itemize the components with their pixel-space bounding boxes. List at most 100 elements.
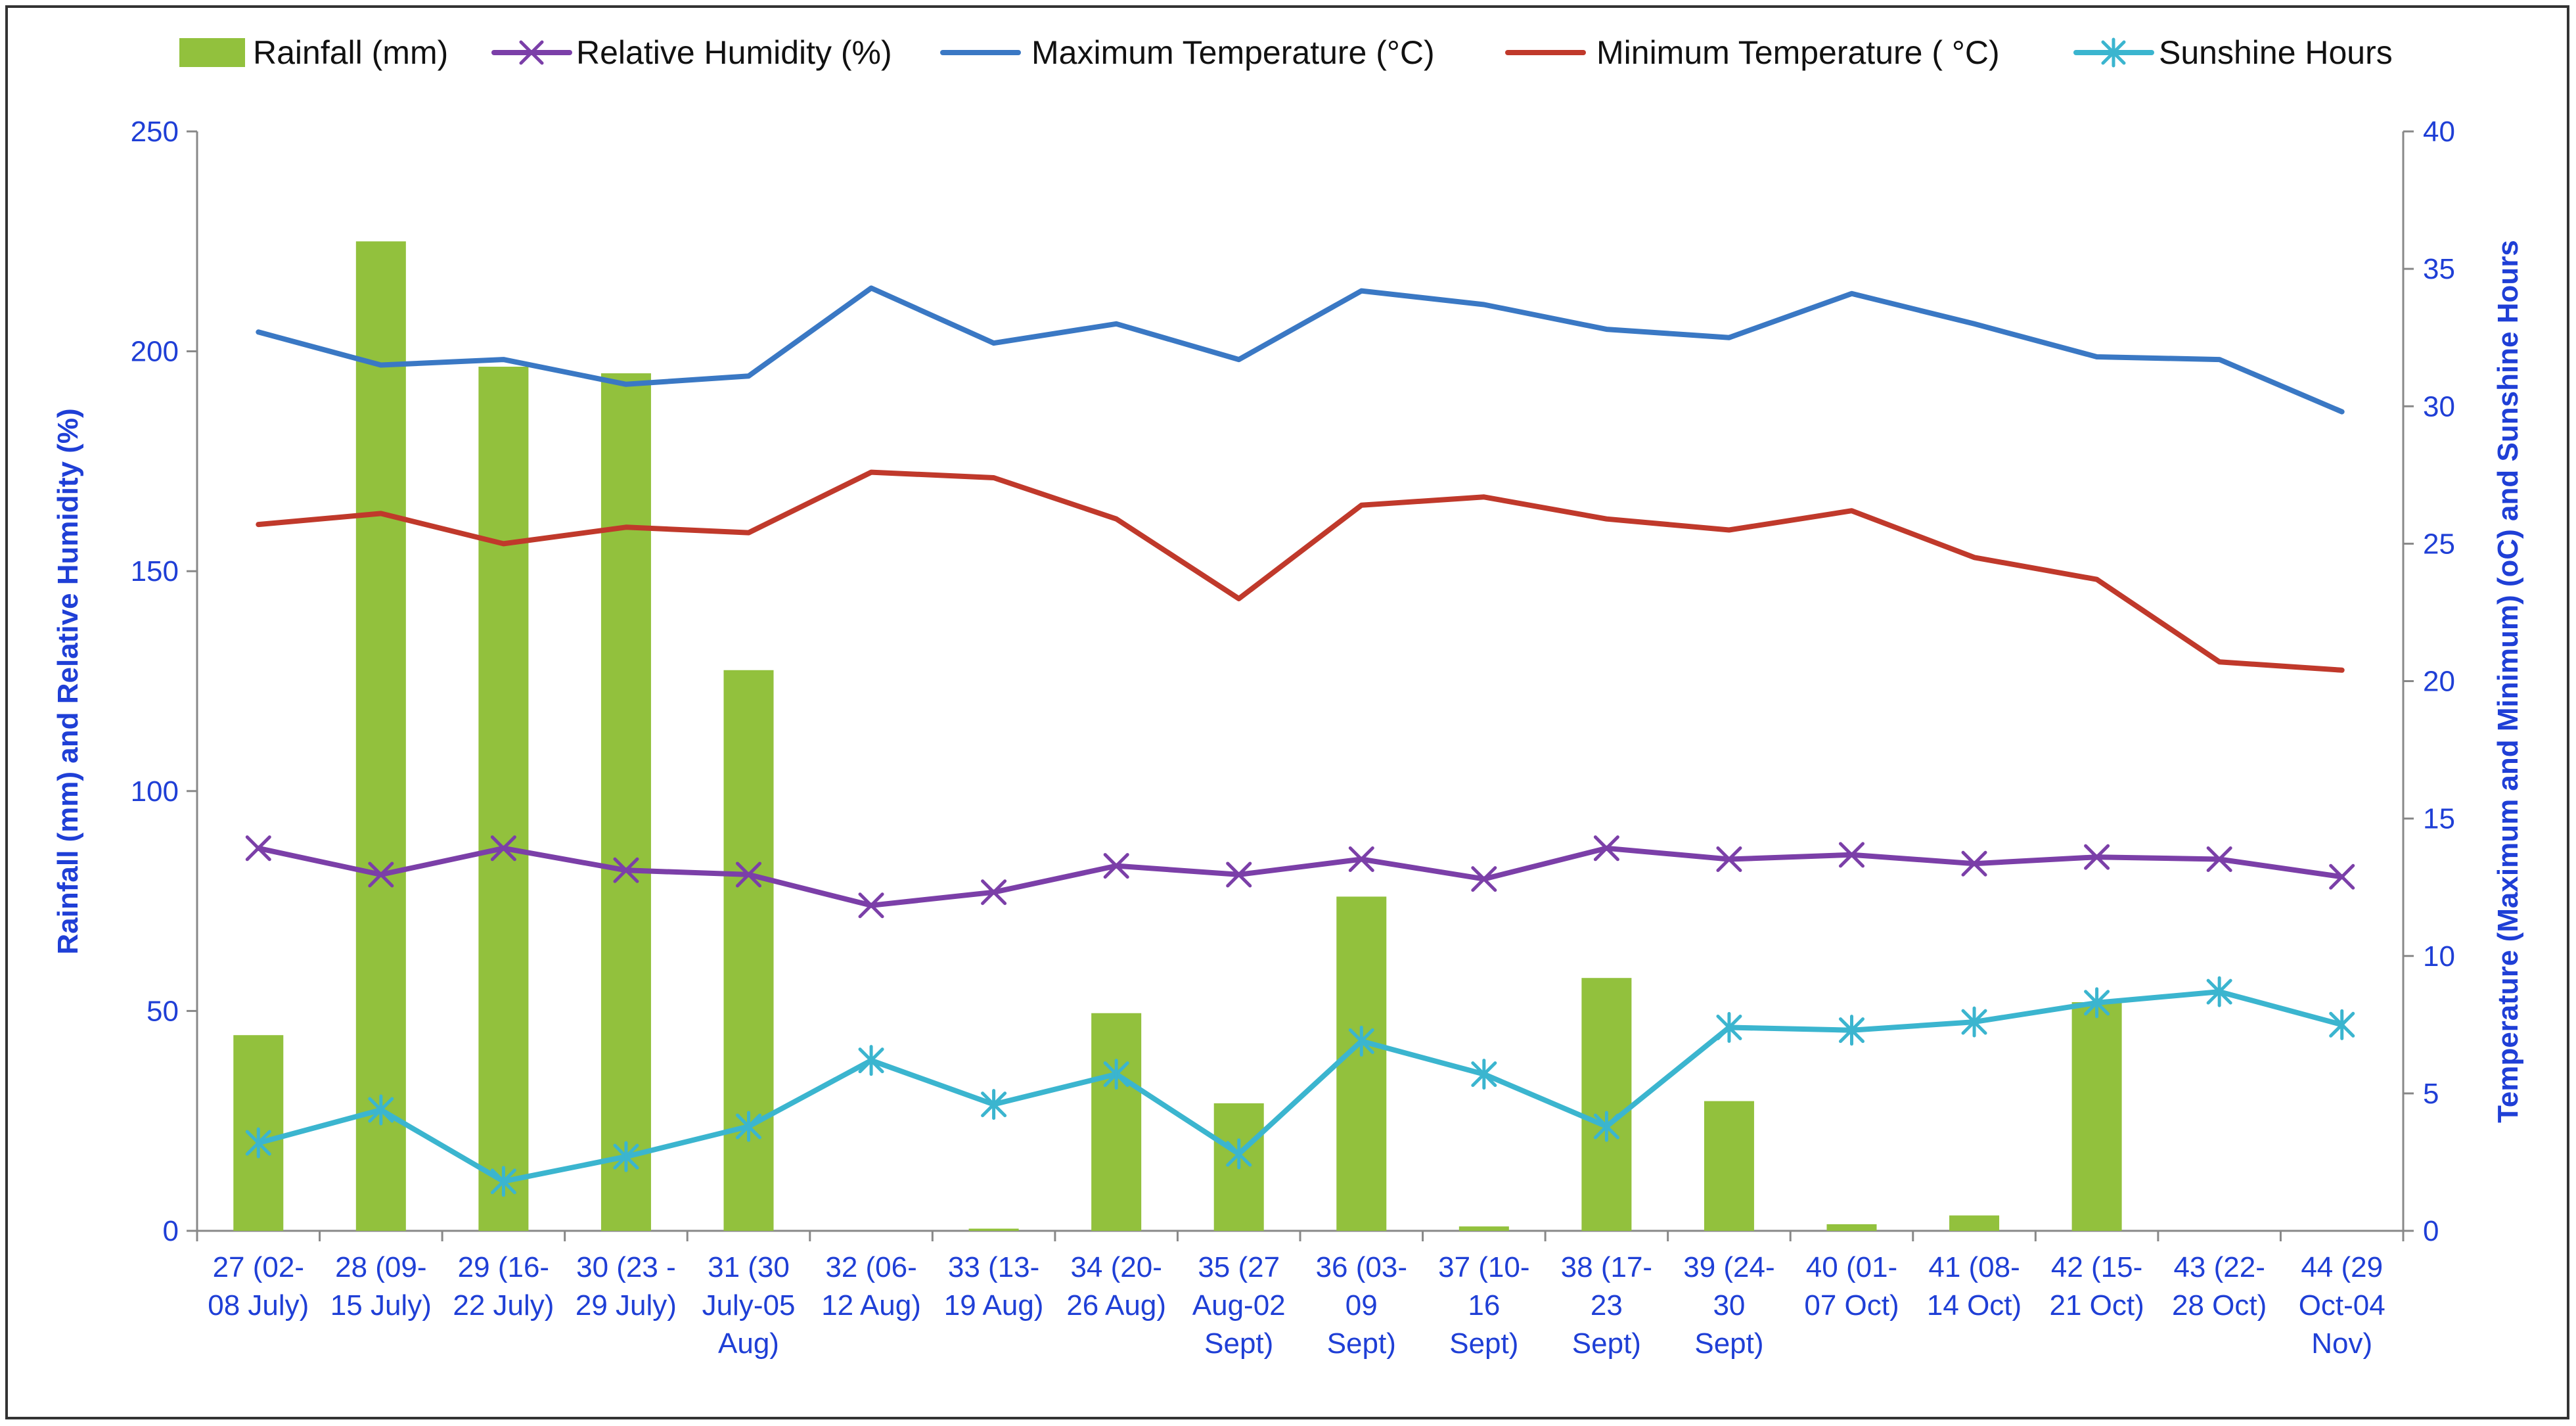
x-tick-label: 07 Oct) bbox=[1804, 1289, 1899, 1322]
right-y-tick-label: 40 bbox=[2423, 116, 2455, 148]
rainfall-bar bbox=[968, 1228, 1019, 1231]
x-tick-label: Sept) bbox=[1572, 1327, 1641, 1360]
legend: Rainfall (mm) Relative Humidity (%) Maximu… bbox=[179, 34, 2393, 71]
x-tick-label: 29 July) bbox=[576, 1289, 677, 1322]
relative-humidity-marker bbox=[1348, 846, 1374, 873]
sunshine-hours-marker bbox=[1593, 1111, 1619, 1142]
sunshine-hours-marker bbox=[1961, 1006, 1987, 1038]
sunshine-hours-marker bbox=[858, 1045, 884, 1076]
x-tick-label: Aug) bbox=[718, 1327, 779, 1360]
x-tick-label: 26 Aug) bbox=[1066, 1289, 1166, 1322]
legend-swatch-bar bbox=[179, 38, 245, 67]
marker-stroke bbox=[981, 879, 1007, 906]
relative-humidity-marker bbox=[2206, 846, 2232, 873]
marker-stroke bbox=[1471, 866, 1497, 892]
marker-stroke bbox=[2084, 844, 2110, 870]
rainfall-bar bbox=[1091, 1013, 1142, 1231]
relative-humidity-marker bbox=[1226, 862, 1252, 888]
x-tick-label: Oct-04 bbox=[2299, 1289, 2385, 1322]
rainfall-bars bbox=[233, 241, 2122, 1231]
x-tick-label: 15 July) bbox=[330, 1289, 432, 1322]
x-tick-label: 42 (15- bbox=[2051, 1251, 2142, 1283]
x-tick-label: 23 bbox=[1591, 1289, 1623, 1322]
x-tick-label: 28 Oct) bbox=[2172, 1289, 2267, 1322]
x-tick-label: 08 July) bbox=[208, 1289, 309, 1322]
right-y-tick-label: 20 bbox=[2423, 666, 2455, 698]
x-tick-label: Sept) bbox=[1449, 1327, 1518, 1360]
relative-humidity-marker bbox=[1961, 850, 1987, 877]
relative-humidity-marker bbox=[1103, 853, 1129, 879]
rainfall-bar bbox=[1458, 1226, 1509, 1231]
legend-label: Relative Humidity (%) bbox=[576, 34, 892, 71]
sunshine-hours-marker bbox=[2329, 1009, 2355, 1040]
x-tick-label: 40 (01- bbox=[1806, 1251, 1897, 1283]
x-tick-label: 35 (27 bbox=[1198, 1251, 1280, 1283]
x-tick-label: 09 bbox=[1345, 1289, 1378, 1322]
relative-humidity-marker bbox=[245, 835, 271, 862]
x-tick-label: Sept) bbox=[1327, 1327, 1396, 1360]
x-tick-label: 29 (16- bbox=[458, 1251, 549, 1283]
relative-humidity-marker bbox=[1839, 842, 1864, 868]
legend-item-maximum-temperature-c: Maximum Temperature (°C) bbox=[940, 34, 1435, 71]
line-series bbox=[245, 285, 2355, 1197]
sunshine-hours-marker bbox=[368, 1094, 394, 1126]
sunshine-hours-marker bbox=[613, 1141, 639, 1172]
sunshine-hours-marker bbox=[1716, 1011, 1742, 1043]
x-tick-label: 43 (22- bbox=[2173, 1251, 2265, 1283]
relative-humidity-line bbox=[256, 845, 2345, 908]
x-tick-label: 19 Aug) bbox=[944, 1289, 1044, 1322]
x-tick-label: 33 (13- bbox=[948, 1251, 1039, 1283]
left-y-tick-label: 50 bbox=[147, 995, 179, 1027]
legend-item-minimum-temperature-c: Minimum Temperature ( °C) bbox=[1505, 34, 2000, 71]
sunshine-hours-marker bbox=[2084, 987, 2110, 1019]
x-tick-label: 36 (03- bbox=[1316, 1251, 1407, 1283]
relative-humidity-marker bbox=[2084, 844, 2110, 870]
right-y-tick-label: 30 bbox=[2423, 390, 2455, 423]
x-tick-label: 38 (17- bbox=[1561, 1251, 1652, 1283]
marker-stroke bbox=[2206, 846, 2232, 873]
relative-humidity-marker bbox=[858, 892, 884, 919]
right-y-tick-label: 10 bbox=[2423, 940, 2455, 973]
x-tick-label: 34 (20- bbox=[1070, 1251, 1162, 1283]
x-tick-label: 44 (29 bbox=[2301, 1251, 2383, 1283]
marker-stroke bbox=[613, 857, 639, 883]
left-axis-title: Rainfall (mm) and Relative Humidity (%) bbox=[52, 408, 84, 954]
sunshine-hours-marker bbox=[1103, 1059, 1129, 1090]
relative-humidity-marker bbox=[613, 857, 639, 883]
rainfall-bar bbox=[1826, 1224, 1877, 1231]
marker-stroke bbox=[245, 835, 271, 862]
x-tick-label: 39 (24- bbox=[1683, 1251, 1774, 1283]
marker-stroke bbox=[1593, 835, 1619, 862]
x-tick-label: 21 Oct) bbox=[2049, 1289, 2144, 1322]
marker-stroke bbox=[490, 835, 516, 862]
x-tick-label: 22 July) bbox=[453, 1289, 554, 1322]
relative-humidity-marker bbox=[368, 862, 394, 888]
x-tick-label: 30 bbox=[1713, 1289, 1745, 1322]
right-axis-title: Temperature (Maximum and Minimum) (oC) a… bbox=[2492, 240, 2524, 1123]
rainfall-bar bbox=[1704, 1101, 1754, 1231]
sunshine-hours-marker bbox=[245, 1127, 271, 1159]
relative-humidity-marker bbox=[981, 879, 1007, 906]
legend-item-rainfall-mm: Rainfall (mm) bbox=[179, 34, 448, 71]
marker-stroke bbox=[1103, 853, 1129, 879]
sunshine-hours-marker bbox=[490, 1166, 516, 1197]
sunshine-hours-marker bbox=[1348, 1025, 1374, 1057]
rainfall-bar bbox=[1336, 896, 1387, 1231]
maximum-temperature-c-line bbox=[256, 285, 2345, 415]
relative-humidity-marker bbox=[1593, 835, 1619, 862]
legend-label: Minimum Temperature ( °C) bbox=[1596, 34, 2000, 71]
marker-stroke bbox=[368, 862, 394, 888]
relative-humidity-marker bbox=[1471, 866, 1497, 892]
relative-humidity-marker bbox=[1716, 846, 1742, 873]
rainfall-bar bbox=[355, 241, 406, 1231]
x-tick-label: July-05 bbox=[702, 1289, 796, 1322]
right-y-tick-label: 25 bbox=[2423, 528, 2455, 560]
marker-stroke bbox=[1716, 846, 1742, 873]
x-tick-label: 16 bbox=[1468, 1289, 1500, 1322]
marker-stroke bbox=[736, 862, 761, 888]
marker-stroke bbox=[1839, 842, 1864, 868]
left-y-tick-label: 150 bbox=[131, 555, 179, 587]
marker-stroke bbox=[1961, 850, 1987, 877]
rainfall-bar bbox=[478, 367, 529, 1231]
